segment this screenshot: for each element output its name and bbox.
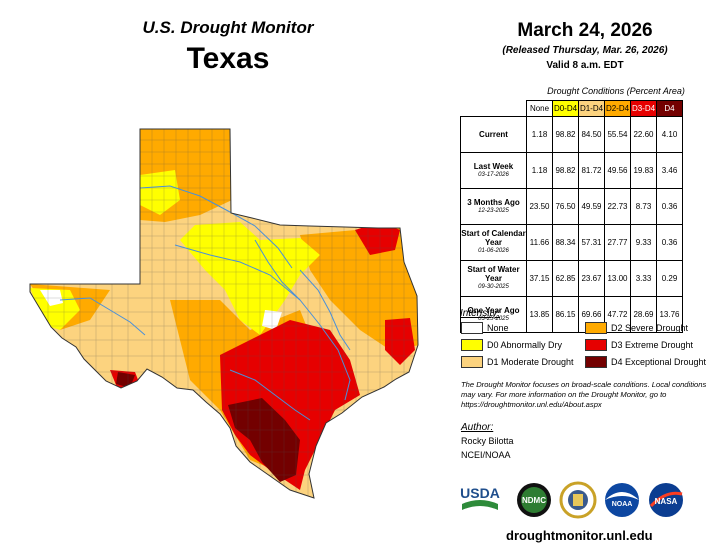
col-header: None	[526, 100, 553, 117]
map-title: U.S. Drought Monitor	[142, 18, 314, 37]
col-header: D4	[656, 100, 683, 117]
usda-seal-logo	[559, 481, 597, 519]
legend-label: D4 Exceptional Drought	[611, 357, 707, 367]
table-row: Start of Calendar Year 01-06-2026 11.66 88.…	[460, 224, 683, 261]
row-label-text: Last Week	[473, 161, 514, 171]
table-cell: 19.83	[630, 152, 657, 189]
drought-table: None D0-D4 D1-D4 D2-D4 D3-D4 D4 Current 1…	[460, 100, 683, 333]
table-caption: Drought Conditions (Percent Area)	[547, 86, 685, 96]
col-header: D1-D4	[578, 100, 605, 117]
table-cell: 4.10	[656, 116, 683, 153]
partner-logos: USDA NDMC NOAA NASA	[460, 481, 683, 519]
legend-swatch	[585, 322, 607, 334]
state-name: Texas	[186, 42, 270, 75]
table-cell: 8.73	[630, 188, 657, 225]
valid-time: Valid 8 a.m. EDT	[546, 60, 624, 71]
table-body: Current 1.18 98.82 84.50 55.54 22.60 4.10 Last …	[460, 116, 683, 333]
svg-text:NASA: NASA	[655, 497, 678, 506]
svg-text:NOAA: NOAA	[612, 501, 633, 508]
table-cell: 13.76	[656, 296, 683, 333]
legend-swatch	[461, 322, 483, 334]
release-date: (Released Thursday, Mar. 26, 2026)	[502, 45, 668, 56]
usda-logo: USDA	[460, 485, 500, 510]
table-cell: 84.50	[578, 116, 605, 153]
site-url[interactable]: droughtmonitor.unl.edu	[506, 528, 653, 543]
row-label-text: One Year Ago	[467, 305, 520, 315]
table-cell: 57.31	[578, 224, 605, 261]
legend-label: D2 Severe Drought	[611, 323, 689, 333]
table-cell: 0.29	[656, 260, 683, 297]
table-cell: 0.36	[656, 224, 683, 261]
row-date: 01-06-2026	[478, 248, 509, 254]
legend-swatch	[461, 356, 483, 368]
col-header: D0-D4	[552, 100, 579, 117]
row-date: 09-30-2025	[478, 284, 509, 290]
author-heading: Author:	[461, 422, 494, 433]
legend-label: D1 Moderate Drought	[487, 357, 574, 367]
table-cell: 0.36	[656, 188, 683, 225]
table-row: Current 1.18 98.82 84.50 55.54 22.60 4.10	[460, 116, 683, 153]
table-cell: 22.73	[604, 188, 631, 225]
table-cell: 62.85	[552, 260, 579, 297]
legend-label: D3 Extreme Drought	[611, 340, 694, 350]
table-cell: 49.59	[578, 188, 605, 225]
svg-text:USDA: USDA	[460, 485, 500, 501]
row-label: Current	[460, 116, 527, 153]
svg-text:NDMC: NDMC	[522, 496, 546, 505]
author-org: NCEI/NOAA	[461, 450, 511, 460]
row-label-text: 3 Months Ago	[467, 197, 520, 207]
legend-title: Intensity:	[460, 308, 501, 319]
table-cell: 88.34	[552, 224, 579, 261]
table-cell: 49.56	[604, 152, 631, 189]
row-label-text: Start of Calendar Year	[461, 229, 526, 247]
table-row: Start of Water Year 09-30-2025 37.15 62.85 2…	[460, 260, 683, 297]
table-row: Last Week 03-17-2026 1.18 98.82 81.72 49.56 19…	[460, 152, 683, 189]
ndmc-logo: NDMC	[517, 483, 551, 517]
noaa-logo: NOAA	[605, 483, 639, 517]
map-date: March 24, 2026	[517, 20, 653, 41]
row-date: 12-23-2025	[478, 207, 509, 214]
legend-swatch	[461, 339, 483, 351]
disclaimer-note: The Drought Monitor focuses on broad-sca…	[461, 380, 707, 409]
row-date: 03-25-2025	[478, 315, 509, 322]
table-cell: 3.46	[656, 152, 683, 189]
table-cell: 37.15	[526, 260, 553, 297]
table-cell: 27.77	[604, 224, 631, 261]
legend-label: None	[487, 323, 509, 333]
nasa-logo: NASA	[649, 483, 683, 517]
col-header: D3-D4	[630, 100, 657, 117]
drought-map	[29, 128, 419, 499]
row-date: 03-17-2026	[478, 171, 509, 178]
row-label-text: Current	[479, 130, 508, 139]
legend-label: D0 Abnormally Dry	[487, 340, 563, 350]
legend-swatch	[585, 339, 607, 351]
table-cell: 47.72	[604, 296, 631, 333]
author-name: Rocky Bilotta	[461, 436, 514, 446]
table-cell: 22.60	[630, 116, 657, 153]
row-label-text: Start of Water Year	[467, 265, 520, 283]
legend-swatch	[585, 356, 607, 368]
